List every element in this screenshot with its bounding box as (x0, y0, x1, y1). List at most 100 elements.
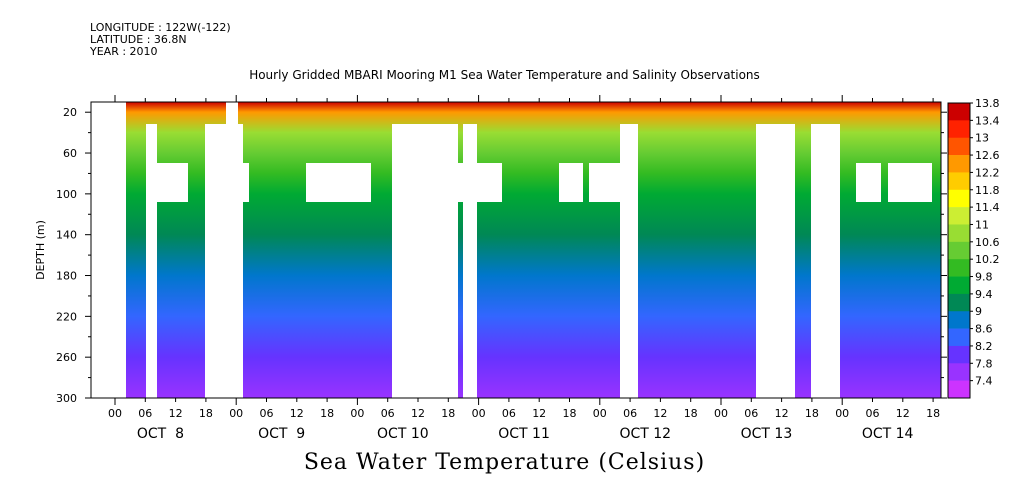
y-tick-label: 300 (56, 392, 77, 405)
colorbar-label: 8.2 (975, 340, 993, 353)
x-tick-label: 18 (563, 407, 577, 420)
x-tick-label: 12 (290, 407, 304, 420)
colorbar-label: 8.6 (975, 323, 993, 336)
missing-data-region (589, 163, 620, 202)
x-day-label: OCT 9 (258, 426, 305, 442)
missing-data-region (559, 163, 583, 202)
colorbar-frame (947, 102, 971, 399)
colorbar-label: 10.6 (975, 236, 1000, 249)
missing-data-region (856, 163, 881, 202)
colorbar-label: 9 (975, 305, 982, 318)
colorbar-segment (948, 189, 970, 208)
y-tick-label: 60 (63, 147, 77, 160)
x-tick-label: 12 (532, 407, 546, 420)
x-tick-label: 18 (684, 407, 698, 420)
chart-title: Hourly Gridded MBARI Mooring M1 Sea Wate… (249, 68, 760, 82)
plot-frame (90, 101, 942, 399)
metadata-block: LONGITUDE : 122W(-122) LATITUDE : 36.8N … (90, 22, 231, 58)
missing-data-region (226, 102, 238, 124)
colorbar-segment (948, 172, 970, 191)
x-tick-label: 12 (169, 407, 183, 420)
x-tick-label: 18 (805, 407, 819, 420)
y-tick-label: 180 (56, 270, 77, 283)
missing-data-region (243, 163, 249, 202)
colorbar-segment (948, 276, 970, 295)
missing-data-region (392, 124, 458, 398)
colorbar-label: 13.8 (975, 97, 1000, 110)
x-day-label: OCT 13 (741, 426, 793, 442)
x-tick-label: 00 (835, 407, 849, 420)
year-label: YEAR : 2010 (90, 45, 158, 58)
missing-data-region (756, 124, 795, 398)
x-tick-label: 18 (199, 407, 213, 420)
missing-data-region (157, 163, 188, 202)
colorbar-segment (948, 120, 970, 139)
variable-label: Sea Water Temperature (Celsius) (303, 450, 706, 475)
colorbar-segment (948, 155, 970, 173)
colorbar-label: 9.4 (975, 288, 993, 301)
colorbar-segment (948, 207, 970, 225)
colorbar-label: 7.8 (975, 357, 993, 370)
x-day-label: OCT 10 (377, 426, 429, 442)
colorbar-label: 9.8 (975, 271, 993, 284)
x-day-label: OCT 8 (137, 426, 184, 442)
x-tick-label: 00 (714, 407, 728, 420)
x-tick-label: 18 (926, 407, 940, 420)
x-tick-label: 00 (472, 407, 486, 420)
missing-data-region (620, 124, 638, 398)
y-tick-label: 260 (56, 351, 77, 364)
x-tick-label: 06 (381, 407, 395, 420)
colorbar-segment (948, 103, 970, 121)
colorbar-label: 10.2 (975, 253, 1000, 266)
x-day-label: OCT 11 (498, 426, 550, 442)
x-tick-label: 12 (411, 407, 425, 420)
missing-data-region (888, 163, 932, 202)
missing-data-region (458, 163, 463, 202)
x-tick-label: 18 (320, 407, 334, 420)
latitude-label: LATITUDE : 36.8N (90, 33, 187, 46)
colorbar-segment (948, 259, 970, 277)
colorbar-segment (948, 241, 970, 260)
colorbar-label: 12.6 (975, 149, 1000, 162)
colorbar-segment (948, 363, 970, 381)
x-day-label: OCT 14 (862, 426, 914, 442)
longitude-label: LONGITUDE : 122W(-122) (90, 21, 231, 34)
colorbar-label: 13 (975, 132, 989, 145)
x-tick-label: 00 (350, 407, 364, 420)
x-tick-label: 12 (653, 407, 667, 420)
y-axis-label: DEPTH (m) (34, 220, 47, 280)
x-tick-label: 18 (441, 407, 455, 420)
colorbar-label: 13.4 (975, 114, 1000, 127)
y-tick-label: 220 (56, 310, 77, 323)
missing-data-region (146, 124, 157, 398)
colorbar-label: 11.4 (975, 201, 1000, 214)
colorbar-label: 11.8 (975, 184, 1000, 197)
missing-data-region (205, 124, 243, 398)
y-tick-label: 100 (56, 188, 77, 201)
colorbar-segment (948, 311, 970, 329)
x-tick-label: 00 (108, 407, 122, 420)
missing-data-region (91, 102, 126, 398)
x-tick-label: 12 (896, 407, 910, 420)
x-tick-label: 06 (260, 407, 274, 420)
y-tick-label: 140 (56, 229, 77, 242)
colorbar-segment (948, 345, 970, 364)
colorbar-segment (948, 293, 970, 312)
x-tick-label: 00 (229, 407, 243, 420)
y-tick-label: 20 (63, 106, 77, 119)
missing-data-region (477, 163, 502, 202)
x-tick-label: 00 (593, 407, 607, 420)
x-day-label: OCT 12 (619, 426, 671, 442)
x-tick-label: 06 (623, 407, 637, 420)
colorbar-segment (948, 224, 970, 243)
colorbar-segment (948, 137, 970, 156)
x-tick-label: 06 (502, 407, 516, 420)
colorbar-segment (948, 380, 970, 399)
missing-data-region (306, 163, 371, 202)
x-tick-label: 06 (866, 407, 880, 420)
missing-data-region (811, 124, 840, 398)
colorbar-label: 11 (975, 218, 989, 231)
colorbar-label: 7.4 (975, 375, 993, 388)
x-tick-label: 06 (744, 407, 758, 420)
